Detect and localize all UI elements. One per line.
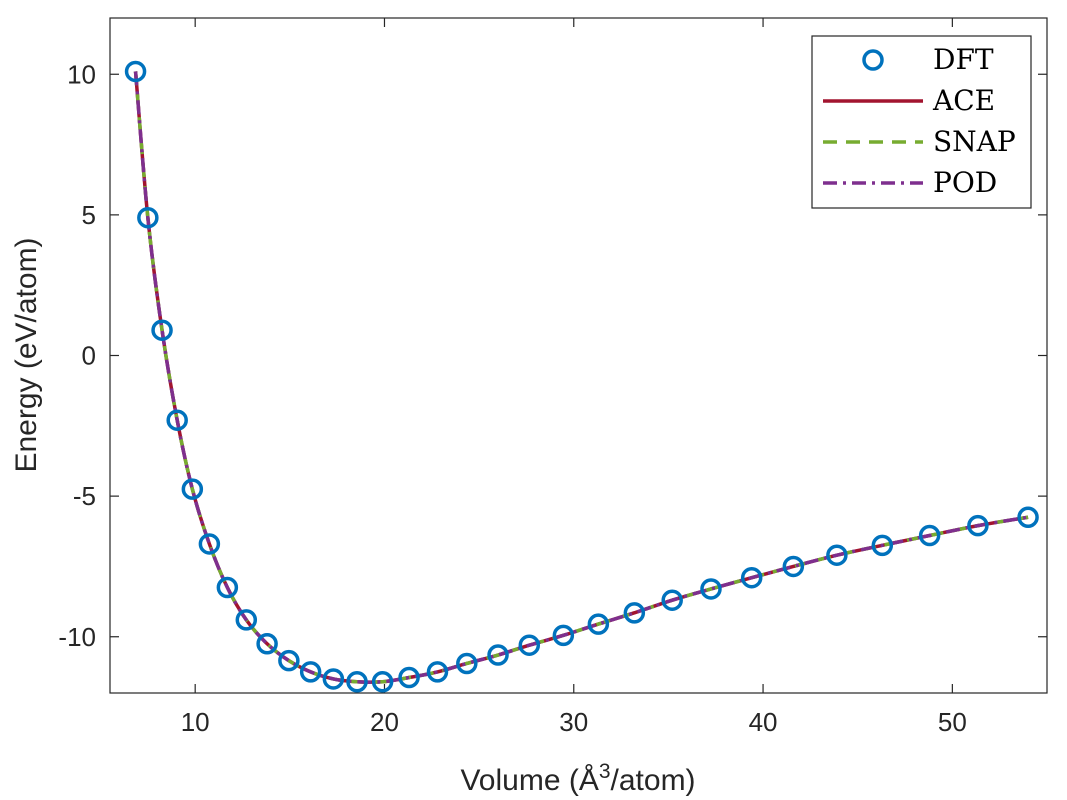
dft-marker — [871, 534, 894, 557]
x-tick-label: 20 — [370, 707, 399, 737]
dft-marker — [398, 666, 420, 689]
dft-marker — [346, 671, 368, 693]
legend: DFT ACE SNAP POD — [811, 35, 1032, 209]
dft-marker — [518, 634, 541, 656]
y-axis-title: Energy (eV/atom) — [10, 237, 43, 472]
y-tick-label: 5 — [82, 200, 96, 230]
fit-lines — [133, 71, 1029, 684]
legend-dft-marker — [862, 49, 884, 71]
dft-marker — [623, 602, 646, 624]
dft-marker — [456, 652, 478, 675]
legend-box — [811, 35, 1032, 209]
y-tick-label: 0 — [82, 341, 96, 371]
x-tick-label: 30 — [559, 707, 588, 737]
dft-marker — [371, 671, 394, 693]
dft-marker — [216, 576, 239, 599]
x-axis-title: Volume (Å3/atom) — [460, 760, 695, 797]
dft-marker — [124, 60, 147, 83]
dft-marker — [740, 566, 763, 589]
x-tick-label: 40 — [749, 707, 778, 737]
dft-marker — [552, 624, 575, 647]
pod-line — [133, 71, 1029, 684]
dft-marker — [967, 514, 989, 537]
dft-marker — [426, 661, 449, 683]
dft-marker — [587, 613, 610, 635]
x-tick-label: 50 — [938, 707, 967, 737]
dft-marker — [661, 589, 683, 611]
dft-marker — [198, 533, 221, 555]
x-tick-label: 10 — [181, 707, 210, 737]
dft-marker — [322, 668, 345, 690]
dft-marker — [487, 644, 509, 666]
dft-marker — [918, 524, 941, 547]
y-tick-label: -5 — [73, 481, 96, 511]
legend-snap-label: SNAP — [933, 125, 1016, 158]
dft-marker — [166, 409, 188, 431]
legend-pod-label: POD — [933, 166, 997, 199]
dft-marker — [278, 649, 300, 672]
dft-marker — [151, 319, 173, 341]
dft-marker — [826, 544, 848, 566]
dft-marker — [256, 633, 278, 655]
dft-marker — [782, 555, 805, 578]
dft-markers — [124, 60, 1039, 693]
dft-marker — [1017, 506, 1039, 528]
legend-dft-label: DFT — [933, 43, 994, 76]
dft-marker — [235, 609, 258, 631]
y-tick-label: -10 — [58, 622, 96, 652]
dft-marker — [181, 478, 204, 500]
dft-marker — [299, 661, 322, 683]
legend-ace-label: ACE — [932, 84, 995, 117]
y-tick-label: 10 — [67, 59, 96, 89]
dft-marker — [137, 206, 159, 229]
dft-marker — [700, 578, 722, 600]
